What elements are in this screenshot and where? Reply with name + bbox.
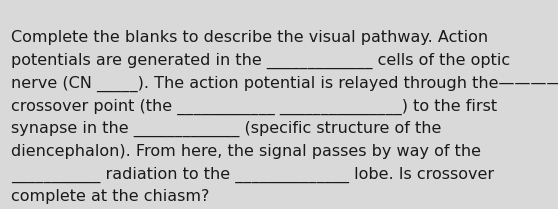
Text: complete at the chiasm?: complete at the chiasm?	[11, 189, 209, 204]
Text: crossover point (the ____________ _______________) to the first: crossover point (the ____________ ______…	[11, 98, 497, 115]
Text: diencephalon). From here, the signal passes by way of the: diencephalon). From here, the signal pas…	[11, 144, 481, 159]
Text: nerve (CN _____). The action potential is relayed through the—————: nerve (CN _____). The action potential i…	[11, 76, 558, 92]
Text: potentials are generated in the _____________ cells of the optic: potentials are generated in the ________…	[11, 53, 510, 69]
Text: synapse in the _____________ (specific structure of the: synapse in the _____________ (specific s…	[11, 121, 441, 137]
Text: ___________ radiation to the ______________ lobe. Is crossover: ___________ radiation to the ___________…	[11, 167, 494, 183]
Text: Complete the blanks to describe the visual pathway. Action: Complete the blanks to describe the visu…	[11, 30, 488, 45]
